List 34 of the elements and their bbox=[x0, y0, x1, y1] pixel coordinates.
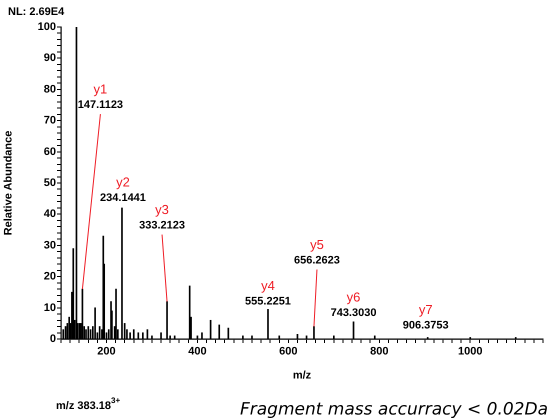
y-tick-label: 30 bbox=[44, 239, 56, 252]
annotation: y5 bbox=[310, 237, 324, 252]
y-tick-label: 20 bbox=[44, 270, 56, 283]
annotation: y2 bbox=[116, 174, 130, 190]
y-tick-label: 80 bbox=[44, 83, 56, 96]
annotation: y7 bbox=[418, 302, 433, 318]
annotation: 743.3030 bbox=[330, 306, 376, 319]
y-tick-label: 60 bbox=[44, 146, 56, 158]
annotation: 333.2123 bbox=[139, 220, 185, 232]
x-tick-label: 600 bbox=[279, 346, 298, 358]
annotation: 656.2623 bbox=[294, 254, 340, 267]
annotation: y6 bbox=[346, 289, 360, 304]
x-tick-label: 200 bbox=[97, 346, 116, 358]
annotation: y3 bbox=[155, 202, 169, 218]
annotation: 906.3753 bbox=[402, 319, 449, 332]
annotation: 147.1123 bbox=[78, 99, 124, 112]
text: NL: 2.69E4 bbox=[8, 6, 66, 18]
y-tick-label: 90 bbox=[44, 52, 56, 64]
text: Fragment mass accurracy < 0.02Da bbox=[240, 399, 548, 420]
y-tick-label: 40 bbox=[44, 208, 56, 220]
x-tick-label: 1000 bbox=[458, 346, 482, 358]
annotation: 234.1441 bbox=[100, 192, 146, 204]
y-tick-label: 0 bbox=[50, 333, 56, 346]
annotation: 555.2251 bbox=[245, 295, 291, 308]
x-tick-label: 800 bbox=[370, 346, 388, 358]
x-axis-title: m/z bbox=[292, 369, 312, 382]
x-tick-label: 400 bbox=[188, 346, 207, 358]
annotation: y1 bbox=[94, 82, 108, 97]
y-tick-label: 50 bbox=[44, 177, 56, 190]
y-axis-title: Relative Abundance bbox=[2, 130, 15, 236]
y-tick-label: 100 bbox=[38, 21, 56, 34]
y-tick-label: 70 bbox=[44, 114, 56, 127]
y-tick-label: 10 bbox=[44, 302, 56, 314]
annotation: y4 bbox=[261, 278, 275, 293]
